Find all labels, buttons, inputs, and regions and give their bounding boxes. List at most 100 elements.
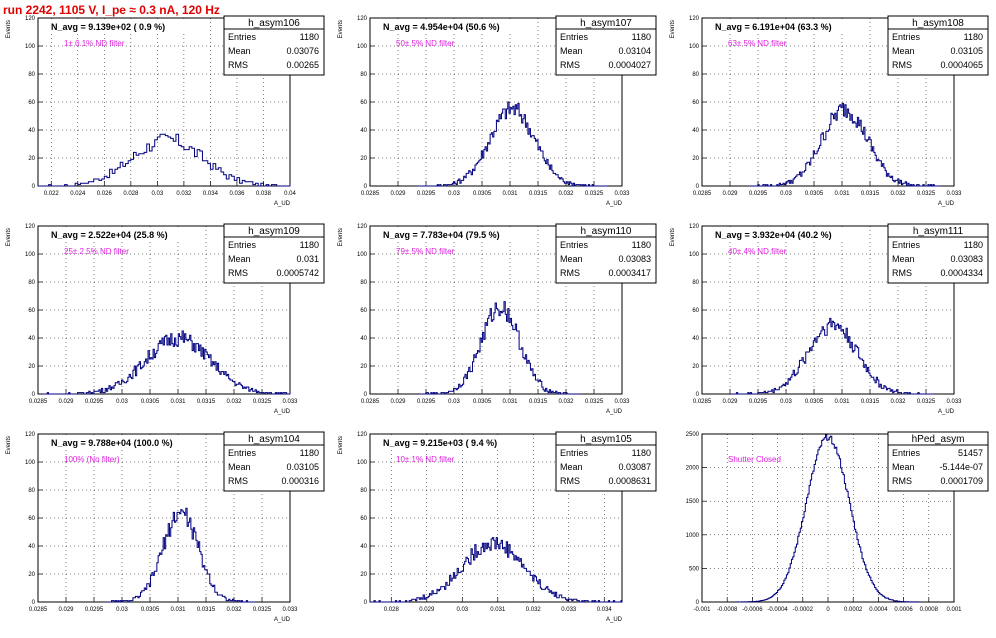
- stats-entries-label: Entries: [892, 240, 921, 250]
- stats-entries-value: 1180: [632, 32, 651, 42]
- x-tick-label: 0.0325: [253, 607, 272, 613]
- x-tick-label: 0.031: [834, 399, 850, 405]
- stats-rms-value: 0.00265: [286, 60, 319, 70]
- y-tick-label: 60: [692, 100, 699, 106]
- x-tick-label: -0.001: [693, 607, 711, 613]
- y-tick-label: 20: [28, 364, 35, 370]
- stats-rms-value: 0.0001709: [940, 476, 983, 486]
- y-tick-label: 120: [25, 432, 36, 438]
- x-tick-label: 0.0305: [141, 607, 160, 613]
- y-tick-label: 60: [28, 308, 35, 314]
- y-tick-label: 20: [360, 156, 367, 162]
- y-tick-label: 100: [25, 252, 36, 258]
- x-tick-label: 0.028: [384, 607, 400, 613]
- x-tick-label: 0.03: [116, 607, 128, 613]
- stats-mean-value: -5.144e-07: [939, 462, 983, 472]
- x-tick-label: 0.024: [70, 191, 86, 197]
- x-tick-label: 0.0315: [197, 399, 216, 405]
- x-tick-label: 0.03: [152, 191, 164, 197]
- x-tick-label: 0.0295: [749, 191, 768, 197]
- x-tick-label: 0.0295: [85, 607, 104, 613]
- x-axis-title: A_UD: [274, 201, 291, 207]
- x-tick-label: 0.0305: [805, 191, 824, 197]
- stats-mean-label: Mean: [560, 254, 583, 264]
- x-tick-label: 0.0305: [473, 399, 492, 405]
- x-tick-label: 0.032: [226, 607, 242, 613]
- y-tick-label: 0: [364, 600, 368, 606]
- x-tick-label: -0.0002: [793, 607, 814, 613]
- y-tick-label: 0: [32, 600, 36, 606]
- navg-label: N_avg = 9.788e+04 (100.0 %): [51, 438, 173, 448]
- navg-box: [378, 20, 518, 33]
- y-axis-title: Events: [670, 20, 676, 38]
- stats-rms-value: 0.0004334: [940, 268, 983, 278]
- filter-annotation: 10± 1% ND filter: [396, 455, 455, 464]
- x-tick-label: 0.0295: [417, 191, 436, 197]
- y-tick-label: 20: [692, 156, 699, 162]
- x-tick-label: 0.0325: [253, 399, 272, 405]
- histogram-line: [106, 507, 256, 603]
- navg-box: [378, 228, 518, 241]
- y-tick-label: 100: [689, 44, 700, 50]
- histogram-line: [736, 434, 920, 603]
- y-tick-label: 20: [28, 156, 35, 162]
- y-tick-label: 40: [28, 336, 35, 342]
- stats-title: h_asym106: [248, 18, 300, 29]
- y-tick-label: 120: [689, 16, 700, 22]
- x-tick-label: 0.032: [890, 191, 906, 197]
- stats-rms-value: 0.0005742: [276, 268, 319, 278]
- stats-entries-label: Entries: [892, 32, 921, 42]
- stats-entries-value: 1180: [632, 240, 651, 250]
- y-tick-label: 40: [28, 128, 35, 134]
- y-tick-label: 80: [692, 280, 699, 286]
- x-tick-label: 0.026: [97, 191, 113, 197]
- stats-box: [223, 236, 325, 284]
- y-tick-label: 100: [357, 460, 368, 466]
- x-tick-label: 0.0315: [529, 191, 548, 197]
- x-axis-title: A_UD: [606, 201, 623, 207]
- stats-mean-label: Mean: [892, 254, 915, 264]
- x-tick-label: 0.038: [256, 191, 272, 197]
- stats-mean-label: Mean: [892, 462, 915, 472]
- x-tick-label: 0.03: [780, 191, 792, 197]
- x-tick-label: 0.032: [890, 399, 906, 405]
- x-tick-label: 0.031: [170, 399, 186, 405]
- stats-box: [555, 236, 657, 284]
- stats-entries-value: 1180: [964, 32, 983, 42]
- histogram-panel-h_asym107: 0.0285 0.029 0.0295 0.03 0.0305 0.031 0.0315 0.…: [338, 15, 657, 207]
- y-axis-title: Events: [338, 228, 344, 246]
- x-tick-label: 0.034: [203, 191, 219, 197]
- stats-entries-label: Entries: [228, 240, 257, 250]
- stats-box: [887, 28, 989, 76]
- x-tick-label: -0.0006: [742, 607, 763, 613]
- x-tick-label: 0.03: [456, 607, 468, 613]
- stats-rms-label: RMS: [228, 268, 248, 278]
- x-tick-label: -0.0004: [767, 607, 788, 613]
- stats-entries-label: Entries: [560, 448, 589, 458]
- histogram-panel-hPed_asym: -0.001 -0.0008 -0.0006 -0.0004 -0.0002 0 0.000…: [686, 431, 989, 613]
- x-tick-label: 0.0305: [473, 191, 492, 197]
- stats-entries-value: 1180: [300, 448, 319, 458]
- x-tick-label: 0.031: [502, 191, 518, 197]
- y-tick-label: 60: [28, 100, 35, 106]
- stats-title: h_asym111: [913, 226, 964, 237]
- stats-rms-label: RMS: [892, 60, 912, 70]
- y-tick-label: 40: [360, 336, 367, 342]
- y-tick-label: 80: [28, 280, 35, 286]
- histogram-line: [42, 330, 291, 395]
- stats-rms-value: 0.0004027: [608, 60, 651, 70]
- x-tick-label: 0.033: [282, 607, 298, 613]
- navg-box: [710, 20, 850, 33]
- navg-box: [46, 436, 186, 449]
- x-tick-label: 0.03: [780, 399, 792, 405]
- y-axis-title: Events: [6, 228, 12, 246]
- x-tick-label: 0.03: [448, 191, 460, 197]
- y-tick-label: 0: [696, 600, 700, 606]
- y-tick-label: 60: [28, 516, 35, 522]
- x-tick-label: 0.0002: [844, 607, 863, 613]
- navg-label: N_avg = 6.191e+04 (63.3 %): [715, 22, 832, 32]
- histogram-line: [730, 317, 935, 395]
- x-tick-label: 0.029: [58, 399, 74, 405]
- y-tick-label: 120: [357, 224, 368, 230]
- x-tick-label: 0.031: [490, 607, 506, 613]
